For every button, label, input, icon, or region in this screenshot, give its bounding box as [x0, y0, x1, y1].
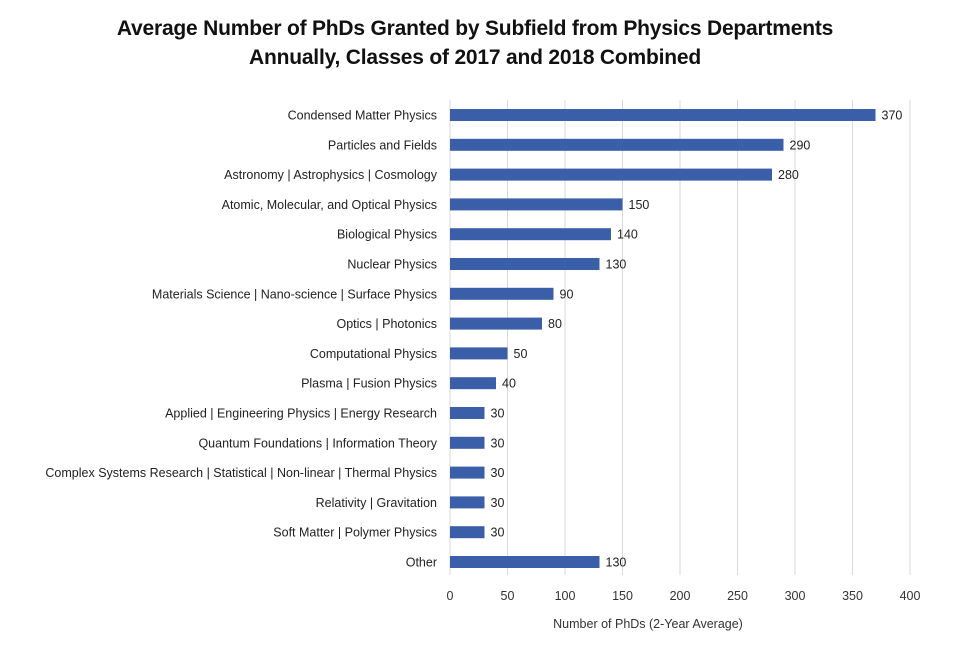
category-label: Relativity | Gravitation [316, 496, 437, 510]
bar [450, 377, 496, 390]
bar [450, 347, 508, 360]
chart-title-line-2: Annually, Classes of 2017 and 2018 Combi… [248, 46, 701, 69]
category-label: Condensed Matter Physics [288, 109, 437, 123]
bar [450, 198, 623, 211]
value-label: 140 [617, 228, 638, 242]
value-label: 30 [491, 407, 505, 421]
x-tick-label: 100 [555, 589, 576, 603]
category-label: Nuclear Physics [347, 258, 437, 272]
category-label: Computational Physics [310, 347, 437, 361]
value-label: 280 [778, 168, 799, 182]
category-label: Complex Systems Research | Statistical |… [45, 466, 437, 480]
bar [450, 496, 485, 509]
bar [450, 556, 600, 568]
category-label: Plasma | Fusion Physics [301, 377, 437, 391]
value-label: 150 [629, 198, 650, 212]
chart-title-line-1: Average Number of PhDs Granted by Subfie… [116, 17, 834, 40]
bars [450, 109, 876, 568]
bar [450, 168, 772, 181]
bar [450, 317, 542, 330]
bar [450, 526, 485, 539]
bar [450, 407, 485, 419]
value-labels: 370 290 280 150 140 130 90 80 50 40 30 30 30 30 30 130 [491, 109, 903, 570]
category-label: Quantum Foundations | Information Theory [198, 436, 437, 450]
x-axis-title: Number of PhDs (2-Year Average) [553, 617, 743, 631]
x-tick-label: 350 [842, 589, 863, 603]
category-label: Materials Science | Nano-science | Surfa… [152, 287, 437, 301]
x-tick-label: 200 [670, 589, 691, 603]
category-label: Astronomy | Astrophysics | Cosmology [224, 168, 438, 182]
bar [450, 287, 554, 300]
value-label: 30 [491, 466, 505, 480]
x-tick-label: 50 [501, 589, 515, 603]
category-label: Applied | Engineering Physics | Energy R… [165, 407, 437, 421]
category-label: Particles and Fields [328, 138, 437, 152]
value-label: 30 [491, 526, 505, 540]
category-label: Soft Matter | Polymer Physics [273, 526, 437, 540]
bar [450, 436, 485, 449]
x-tick-label: 400 [900, 589, 921, 603]
value-label: 50 [514, 347, 528, 361]
x-tick-label: 150 [612, 589, 633, 603]
value-label: 40 [502, 377, 516, 391]
category-label: Optics | Photonics [336, 317, 437, 331]
value-label: 30 [491, 436, 505, 450]
value-label: 130 [606, 258, 627, 272]
value-label: 30 [491, 496, 505, 510]
bar [450, 466, 485, 479]
category-label: Biological Physics [337, 228, 437, 242]
value-label: 370 [882, 109, 903, 123]
bar [450, 228, 611, 241]
value-label: 130 [606, 556, 627, 570]
category-label: Other [406, 556, 437, 570]
chart-title: Average Number of PhDs Granted by Subfie… [0, 14, 950, 72]
value-label: 290 [790, 138, 811, 152]
bar [450, 109, 876, 121]
bar [450, 138, 784, 151]
value-label: 90 [560, 287, 574, 301]
bar [450, 258, 600, 270]
category-label: Atomic, Molecular, and Optical Physics [222, 198, 437, 212]
category-labels: Condensed Matter Physics Particles and Fi… [45, 109, 437, 570]
x-tick-label: 300 [785, 589, 806, 603]
x-tick-labels: 0 50 100 150 200 250 300 350 400 [447, 589, 921, 603]
value-label: 80 [548, 317, 562, 331]
x-tick-label: 0 [447, 589, 454, 603]
x-tick-label: 250 [727, 589, 748, 603]
